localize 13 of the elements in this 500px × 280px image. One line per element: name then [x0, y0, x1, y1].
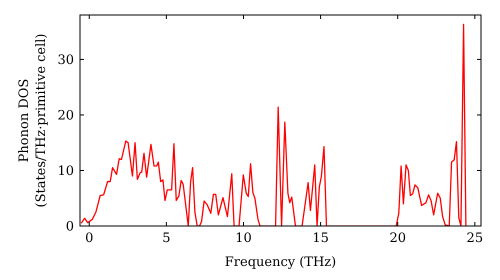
x-tick-label: 10: [235, 231, 252, 246]
x-tick-label: 0: [85, 231, 94, 246]
x-tick-label: 15: [312, 231, 329, 246]
y-axis-title: Phonon DOS (States/THz·primitive cell): [17, 33, 49, 208]
x-tick-label: 20: [389, 231, 406, 246]
y-tick-label: 30: [57, 52, 74, 68]
line-series: [80, 24, 467, 226]
y-tick-label: 20: [57, 108, 74, 124]
y-tick-label: 0: [66, 220, 74, 235]
x-tick-label: 25: [466, 231, 484, 246]
x-axis-title: Frequency (THz): [224, 255, 336, 270]
x-tick-label: 5: [162, 231, 171, 246]
y-tick-label: 10: [57, 164, 74, 180]
